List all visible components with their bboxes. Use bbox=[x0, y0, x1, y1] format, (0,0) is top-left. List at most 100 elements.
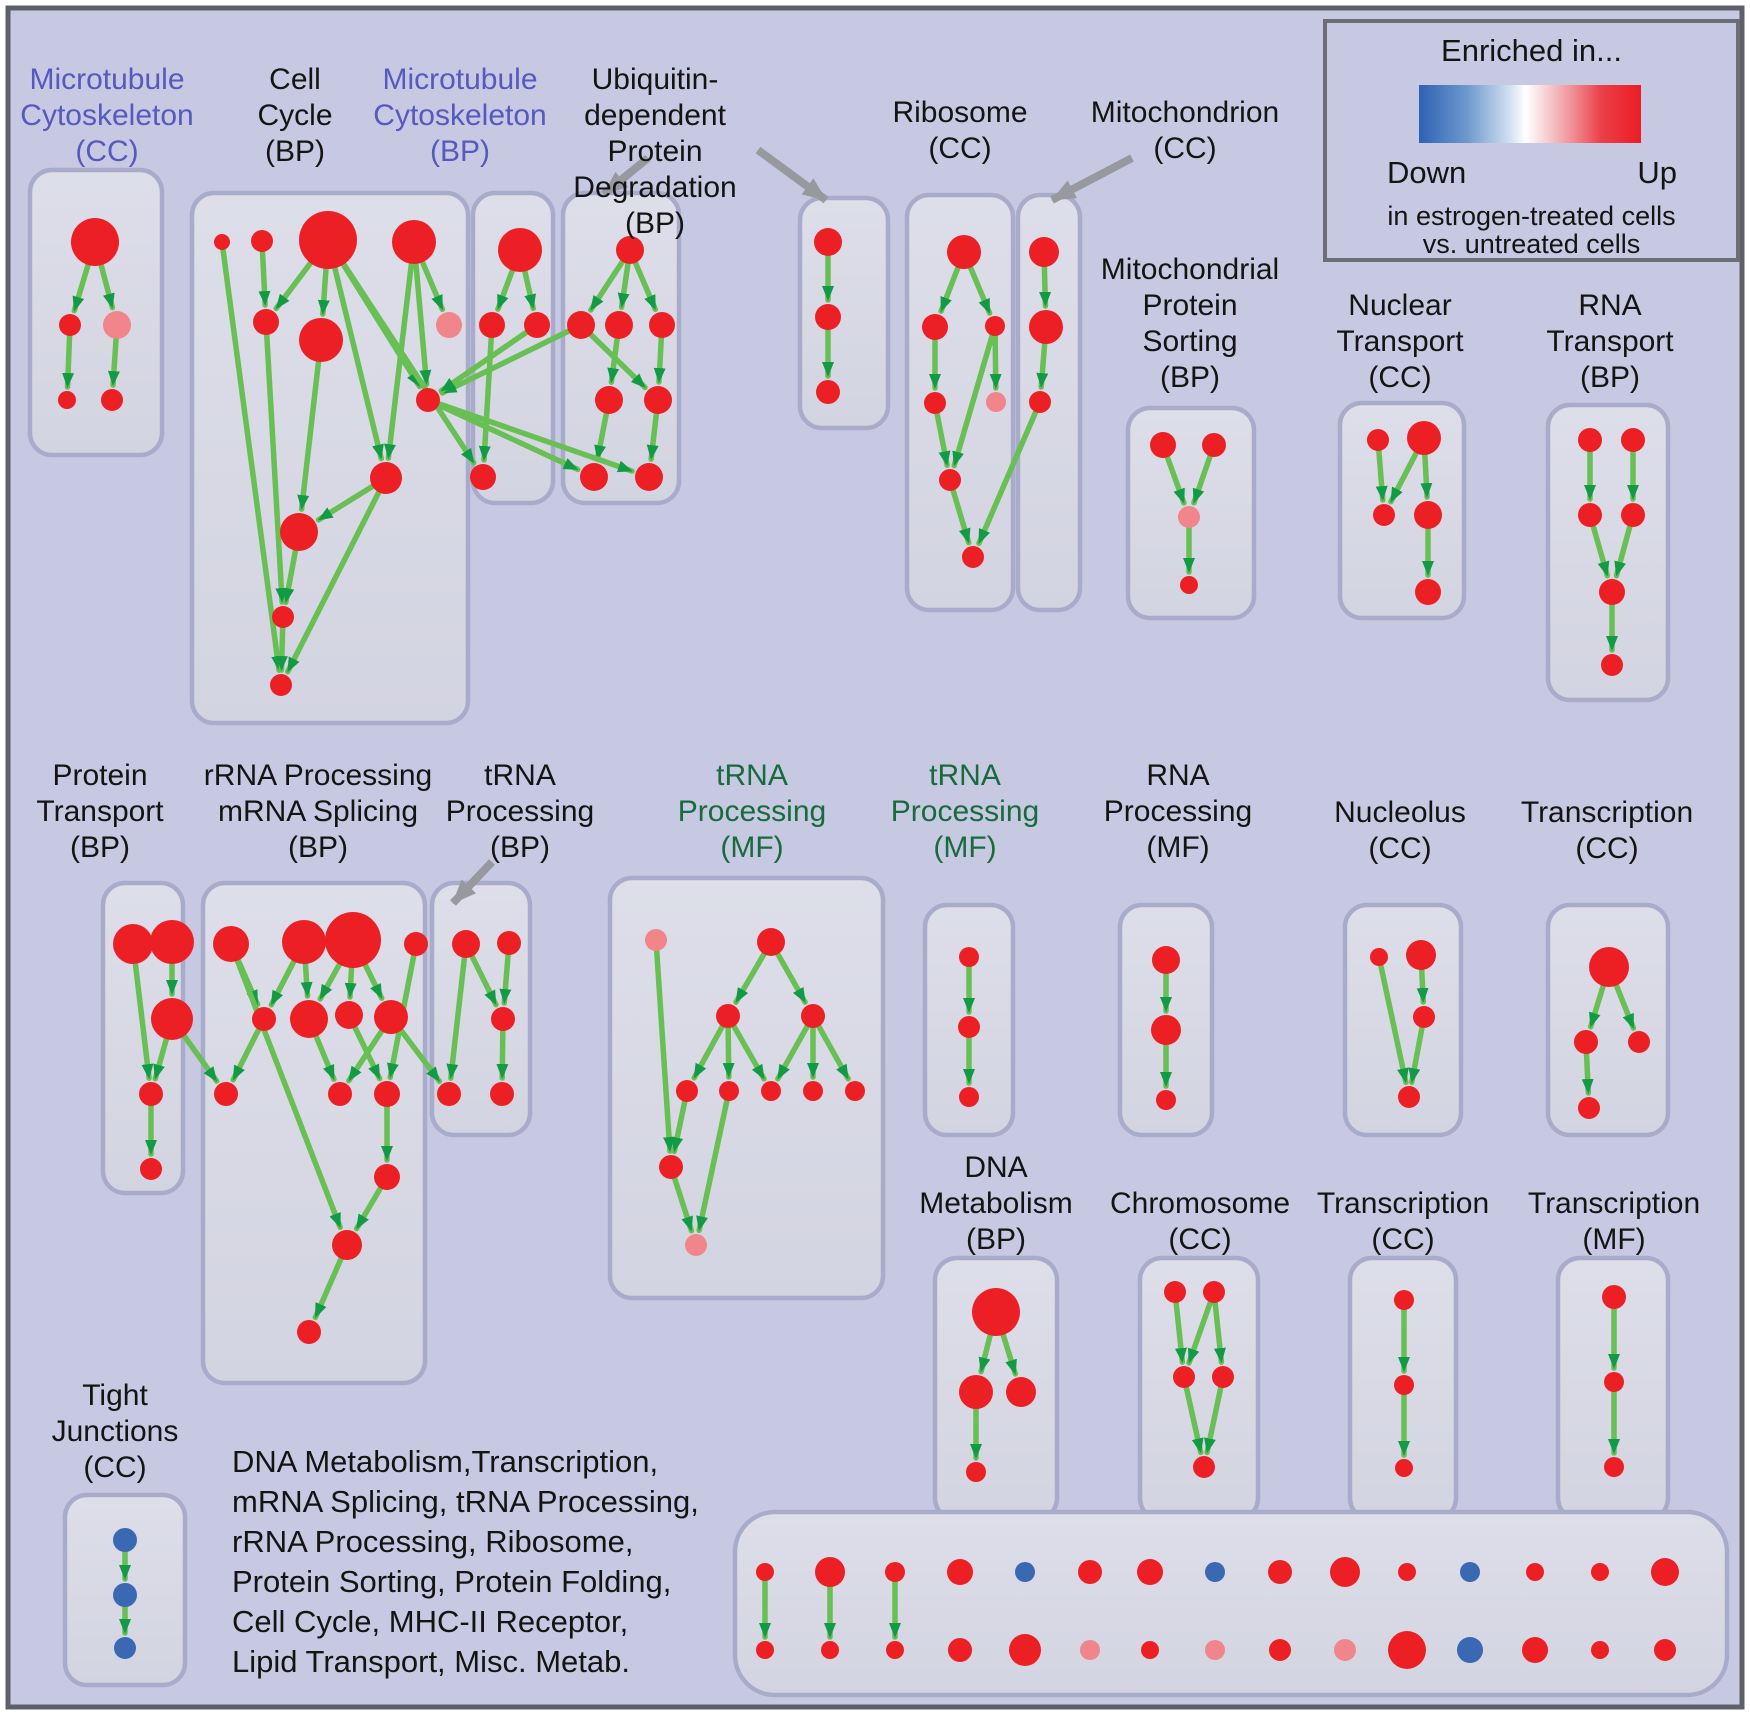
gene-set-node-red bbox=[299, 211, 357, 269]
cluster-label-transcription-mf: Transcription (MF) bbox=[1527, 1187, 1701, 1256]
gene-set-node-red bbox=[567, 311, 595, 339]
gene-set-node-red bbox=[251, 230, 273, 252]
gene-set-node-red bbox=[605, 311, 633, 339]
cluster-label-protein-transport-bp: Protein Transport (BP) bbox=[36, 759, 164, 864]
gene-set-node-red bbox=[213, 926, 249, 962]
cluster-box-transcription-cc bbox=[1545, 902, 1671, 1138]
gene-set-node-pink bbox=[1334, 1639, 1356, 1661]
edge bbox=[1376, 954, 1409, 1086]
gene-set-node-red bbox=[885, 1562, 905, 1582]
gene-set-node-red bbox=[325, 912, 381, 968]
gene-set-node-red bbox=[1398, 1563, 1416, 1581]
edge bbox=[297, 337, 324, 512]
cluster-label-rna-processing-mf: RNA Processing (MF) bbox=[1103, 759, 1253, 864]
gene-set-node-red bbox=[959, 947, 979, 967]
gene-set-node-red bbox=[1599, 579, 1625, 605]
gene-set-node-red bbox=[939, 469, 961, 491]
gene-set-node-red bbox=[252, 1007, 276, 1031]
gene-set-node-red bbox=[374, 1164, 400, 1190]
cluster-label-cell-cycle: Cell Cycle (BP) bbox=[257, 63, 333, 168]
gene-set-node-red bbox=[150, 920, 194, 964]
label-pointer-arrow bbox=[1050, 154, 1134, 204]
edge bbox=[725, 1013, 767, 1082]
gene-set-node-pink bbox=[1205, 1640, 1225, 1660]
cluster-label-microtubule-cc: Microtubule Cytoskeleton (CC) bbox=[20, 63, 194, 168]
gene-set-node-red bbox=[1141, 1641, 1159, 1659]
gene-set-node-red bbox=[886, 1641, 904, 1659]
cluster-box-shared-misc bbox=[732, 1509, 1730, 1698]
gene-set-node-red bbox=[1150, 432, 1176, 458]
gene-set-node-red bbox=[924, 392, 946, 414]
gene-set-node-red bbox=[719, 1081, 739, 1101]
edge bbox=[1204, 1374, 1226, 1456]
gene-set-node-red bbox=[966, 1462, 986, 1482]
gene-set-node-red bbox=[58, 391, 76, 409]
gene-set-node-pink bbox=[1178, 506, 1200, 528]
edge bbox=[989, 323, 1002, 391]
gene-set-node-red bbox=[962, 546, 984, 568]
edge bbox=[1181, 1374, 1204, 1456]
gene-set-node-red bbox=[972, 1288, 1020, 1336]
cluster-label-trna-mf-2: tRNA Processing (MF) bbox=[890, 759, 1040, 864]
cluster-label-transcription-cc: Transcription (CC) bbox=[1520, 796, 1694, 865]
gene-set-node-red bbox=[1415, 579, 1441, 605]
gene-set-node-blue bbox=[113, 1528, 137, 1552]
label-pointer-arrow bbox=[450, 859, 495, 906]
gene-set-node-red bbox=[1578, 1097, 1600, 1119]
gene-set-node-red bbox=[1180, 576, 1198, 594]
gene-set-node-red bbox=[676, 1080, 698, 1102]
edge bbox=[438, 322, 540, 394]
gene-set-node-red bbox=[816, 380, 840, 404]
edge bbox=[951, 323, 998, 469]
edge bbox=[228, 941, 343, 1231]
gene-set-node-red bbox=[595, 386, 623, 414]
gene-set-node-red bbox=[958, 1016, 980, 1038]
cluster-label-rrna-mrna-bp: rRNA Processing mRNA Splicing (BP) bbox=[203, 759, 433, 864]
gene-set-node-red bbox=[1330, 1557, 1360, 1587]
gene-set-node-red bbox=[1578, 428, 1602, 452]
gene-set-node-red bbox=[1006, 1377, 1036, 1407]
cluster-label-mito-sorting-bp: Mitochondrial Protein Sorting (BP) bbox=[1100, 253, 1280, 394]
edge bbox=[263, 319, 288, 605]
gene-set-node-red bbox=[959, 1375, 993, 1409]
gene-set-node-red bbox=[815, 304, 841, 330]
gene-set-node-red bbox=[757, 928, 785, 956]
gene-set-node-red bbox=[1202, 433, 1226, 457]
gene-set-node-red bbox=[947, 235, 981, 269]
gene-set-node-red bbox=[113, 924, 153, 964]
gene-set-node-red bbox=[1029, 310, 1063, 344]
gene-set-node-red bbox=[947, 1559, 973, 1585]
gene-set-node-red bbox=[332, 1230, 362, 1260]
gene-set-node-red bbox=[1137, 1559, 1163, 1585]
gene-set-node-blue bbox=[1205, 1562, 1225, 1582]
cluster-label-ubiquitin-bp: Ubiquitin- dependent Protein Degradation… bbox=[573, 63, 737, 240]
edge bbox=[1211, 1289, 1226, 1365]
gene-set-node-red bbox=[948, 1638, 972, 1662]
gene-set-node-red bbox=[139, 1082, 163, 1106]
gene-set-node-red bbox=[814, 228, 842, 256]
cluster-label-trna-mf-1: tRNA Processing (MF) bbox=[677, 759, 827, 864]
legend-gradient-bar bbox=[1419, 85, 1641, 143]
edge bbox=[219, 239, 284, 673]
gene-set-node-red bbox=[151, 998, 193, 1040]
gene-set-node-red bbox=[756, 1641, 774, 1659]
gene-set-node-red bbox=[1009, 1634, 1041, 1666]
cluster-label-rna-transport-bp: RNA Transport (BP) bbox=[1546, 289, 1674, 394]
gene-set-node-red bbox=[1269, 1639, 1291, 1661]
gene-set-node-red bbox=[1526, 1563, 1544, 1581]
edge bbox=[130, 941, 154, 1081]
cluster-box-nuclear-transport-cc bbox=[1337, 400, 1467, 621]
gene-set-node-red bbox=[280, 513, 318, 551]
gene-set-node-red bbox=[815, 1557, 845, 1587]
edge bbox=[653, 937, 676, 1154]
gene-set-node-red bbox=[290, 1000, 328, 1038]
gene-set-node-red bbox=[659, 1155, 683, 1179]
gene-set-node-red bbox=[1589, 947, 1629, 987]
gene-set-node-blue bbox=[1015, 1562, 1035, 1582]
gene-set-node-red bbox=[1604, 1372, 1624, 1392]
edge bbox=[478, 322, 495, 463]
gene-set-node-red bbox=[101, 389, 123, 411]
gene-set-node-red bbox=[985, 316, 1005, 336]
cluster-box-chromosome-cc bbox=[1137, 1255, 1261, 1523]
